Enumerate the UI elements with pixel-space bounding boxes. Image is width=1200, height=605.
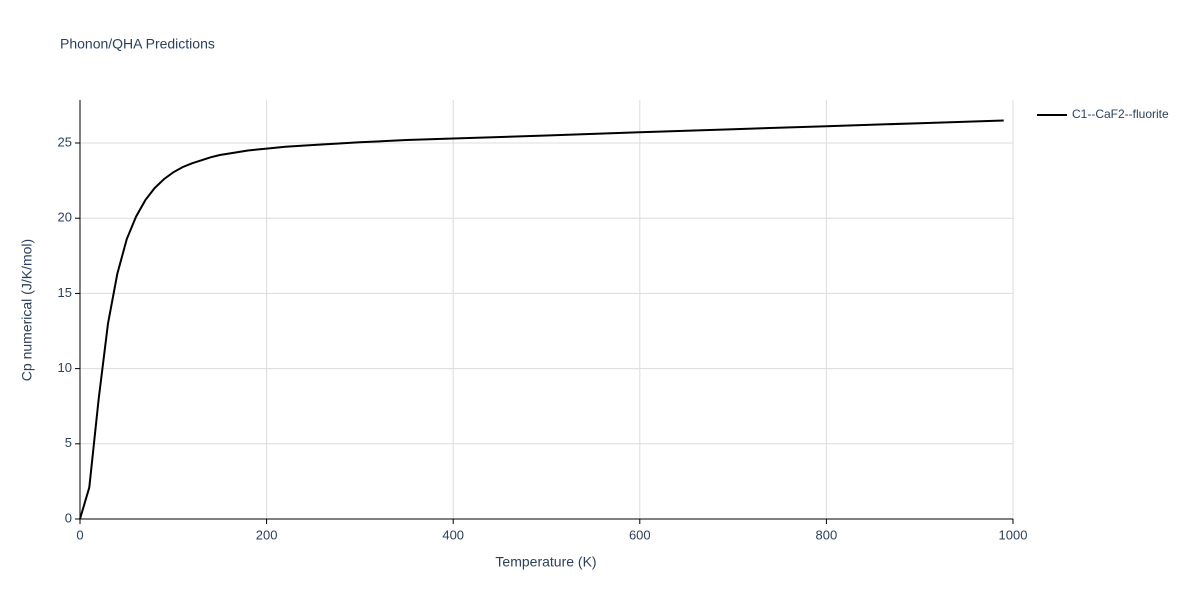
chart-title: Phonon/QHA Predictions — [60, 36, 215, 52]
y-tick-label: 0 — [65, 510, 72, 525]
data-line — [79, 119, 1004, 520]
y-tick-label: 20 — [58, 210, 72, 225]
x-tick-label: 600 — [629, 527, 651, 542]
y-tick-label: 5 — [65, 435, 72, 450]
x-axis-title: Temperature (K) — [495, 554, 596, 570]
legend-label: C1--CaF2--fluorite — [1072, 107, 1169, 121]
x-tick-label: 0 — [76, 527, 83, 542]
y-tick-label: 25 — [58, 134, 72, 149]
y-axis-title: Cp numerical (J/K/mol) — [19, 239, 35, 381]
x-tick-label: 400 — [442, 527, 464, 542]
y-tick-label: 15 — [58, 285, 72, 300]
x-tick-label: 1000 — [999, 527, 1028, 542]
x-tick-label: 800 — [816, 527, 838, 542]
y-tick-label: 10 — [58, 360, 72, 375]
x-tick-label: 200 — [256, 527, 278, 542]
